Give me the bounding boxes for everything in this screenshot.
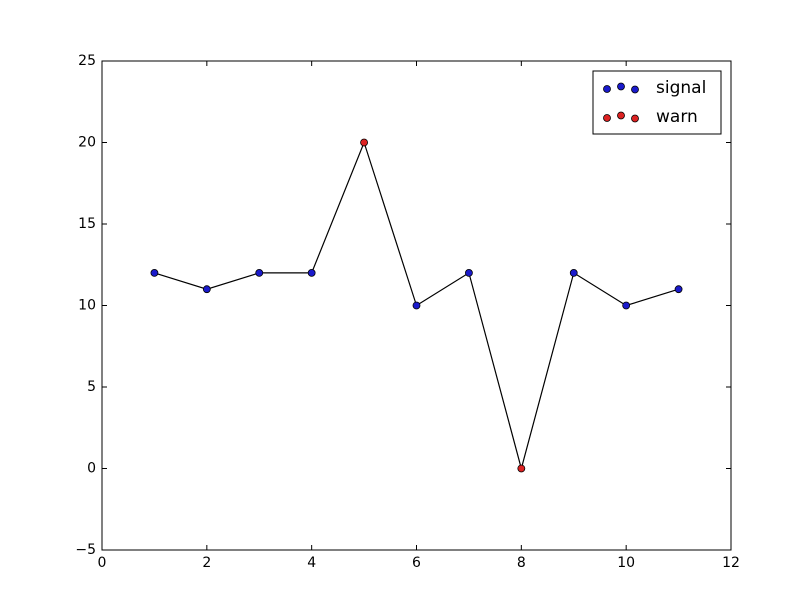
x-tick-label: 0 (98, 555, 107, 571)
point (202, 285, 211, 294)
point (517, 464, 526, 473)
point (255, 268, 264, 277)
legend-marker (617, 82, 625, 91)
legend-marker (603, 85, 611, 93)
point (360, 138, 368, 147)
y-tick-label: −5 (75, 542, 96, 558)
legend-label: warn (656, 107, 698, 127)
y-tick-label: 20 (78, 135, 96, 151)
legend-label: signal (656, 78, 706, 98)
y-tick-label: 15 (78, 216, 96, 232)
legend-marker (603, 114, 611, 122)
point (622, 301, 631, 310)
y-tick-label: 5 (87, 379, 96, 395)
plot-frame (101, 60, 732, 551)
point (569, 268, 578, 277)
y-tick-label: 25 (78, 53, 96, 69)
y-tick-label: 0 (87, 461, 96, 477)
x-tick-label: 2 (202, 555, 211, 571)
point (150, 268, 159, 277)
point (412, 301, 421, 310)
legend-marker (631, 85, 639, 94)
legend-marker (617, 111, 625, 120)
y-tick-label: 10 (78, 298, 96, 314)
x-tick-label: 10 (617, 555, 635, 571)
x-tick-label: 4 (307, 555, 316, 571)
x-tick-label: 12 (722, 555, 740, 571)
legend-box (592, 70, 722, 135)
point (465, 268, 473, 277)
x-tick-label: 8 (517, 555, 526, 571)
point (674, 285, 683, 294)
legend-marker (631, 114, 639, 123)
point (307, 268, 316, 277)
x-tick-label: 6 (412, 555, 421, 571)
